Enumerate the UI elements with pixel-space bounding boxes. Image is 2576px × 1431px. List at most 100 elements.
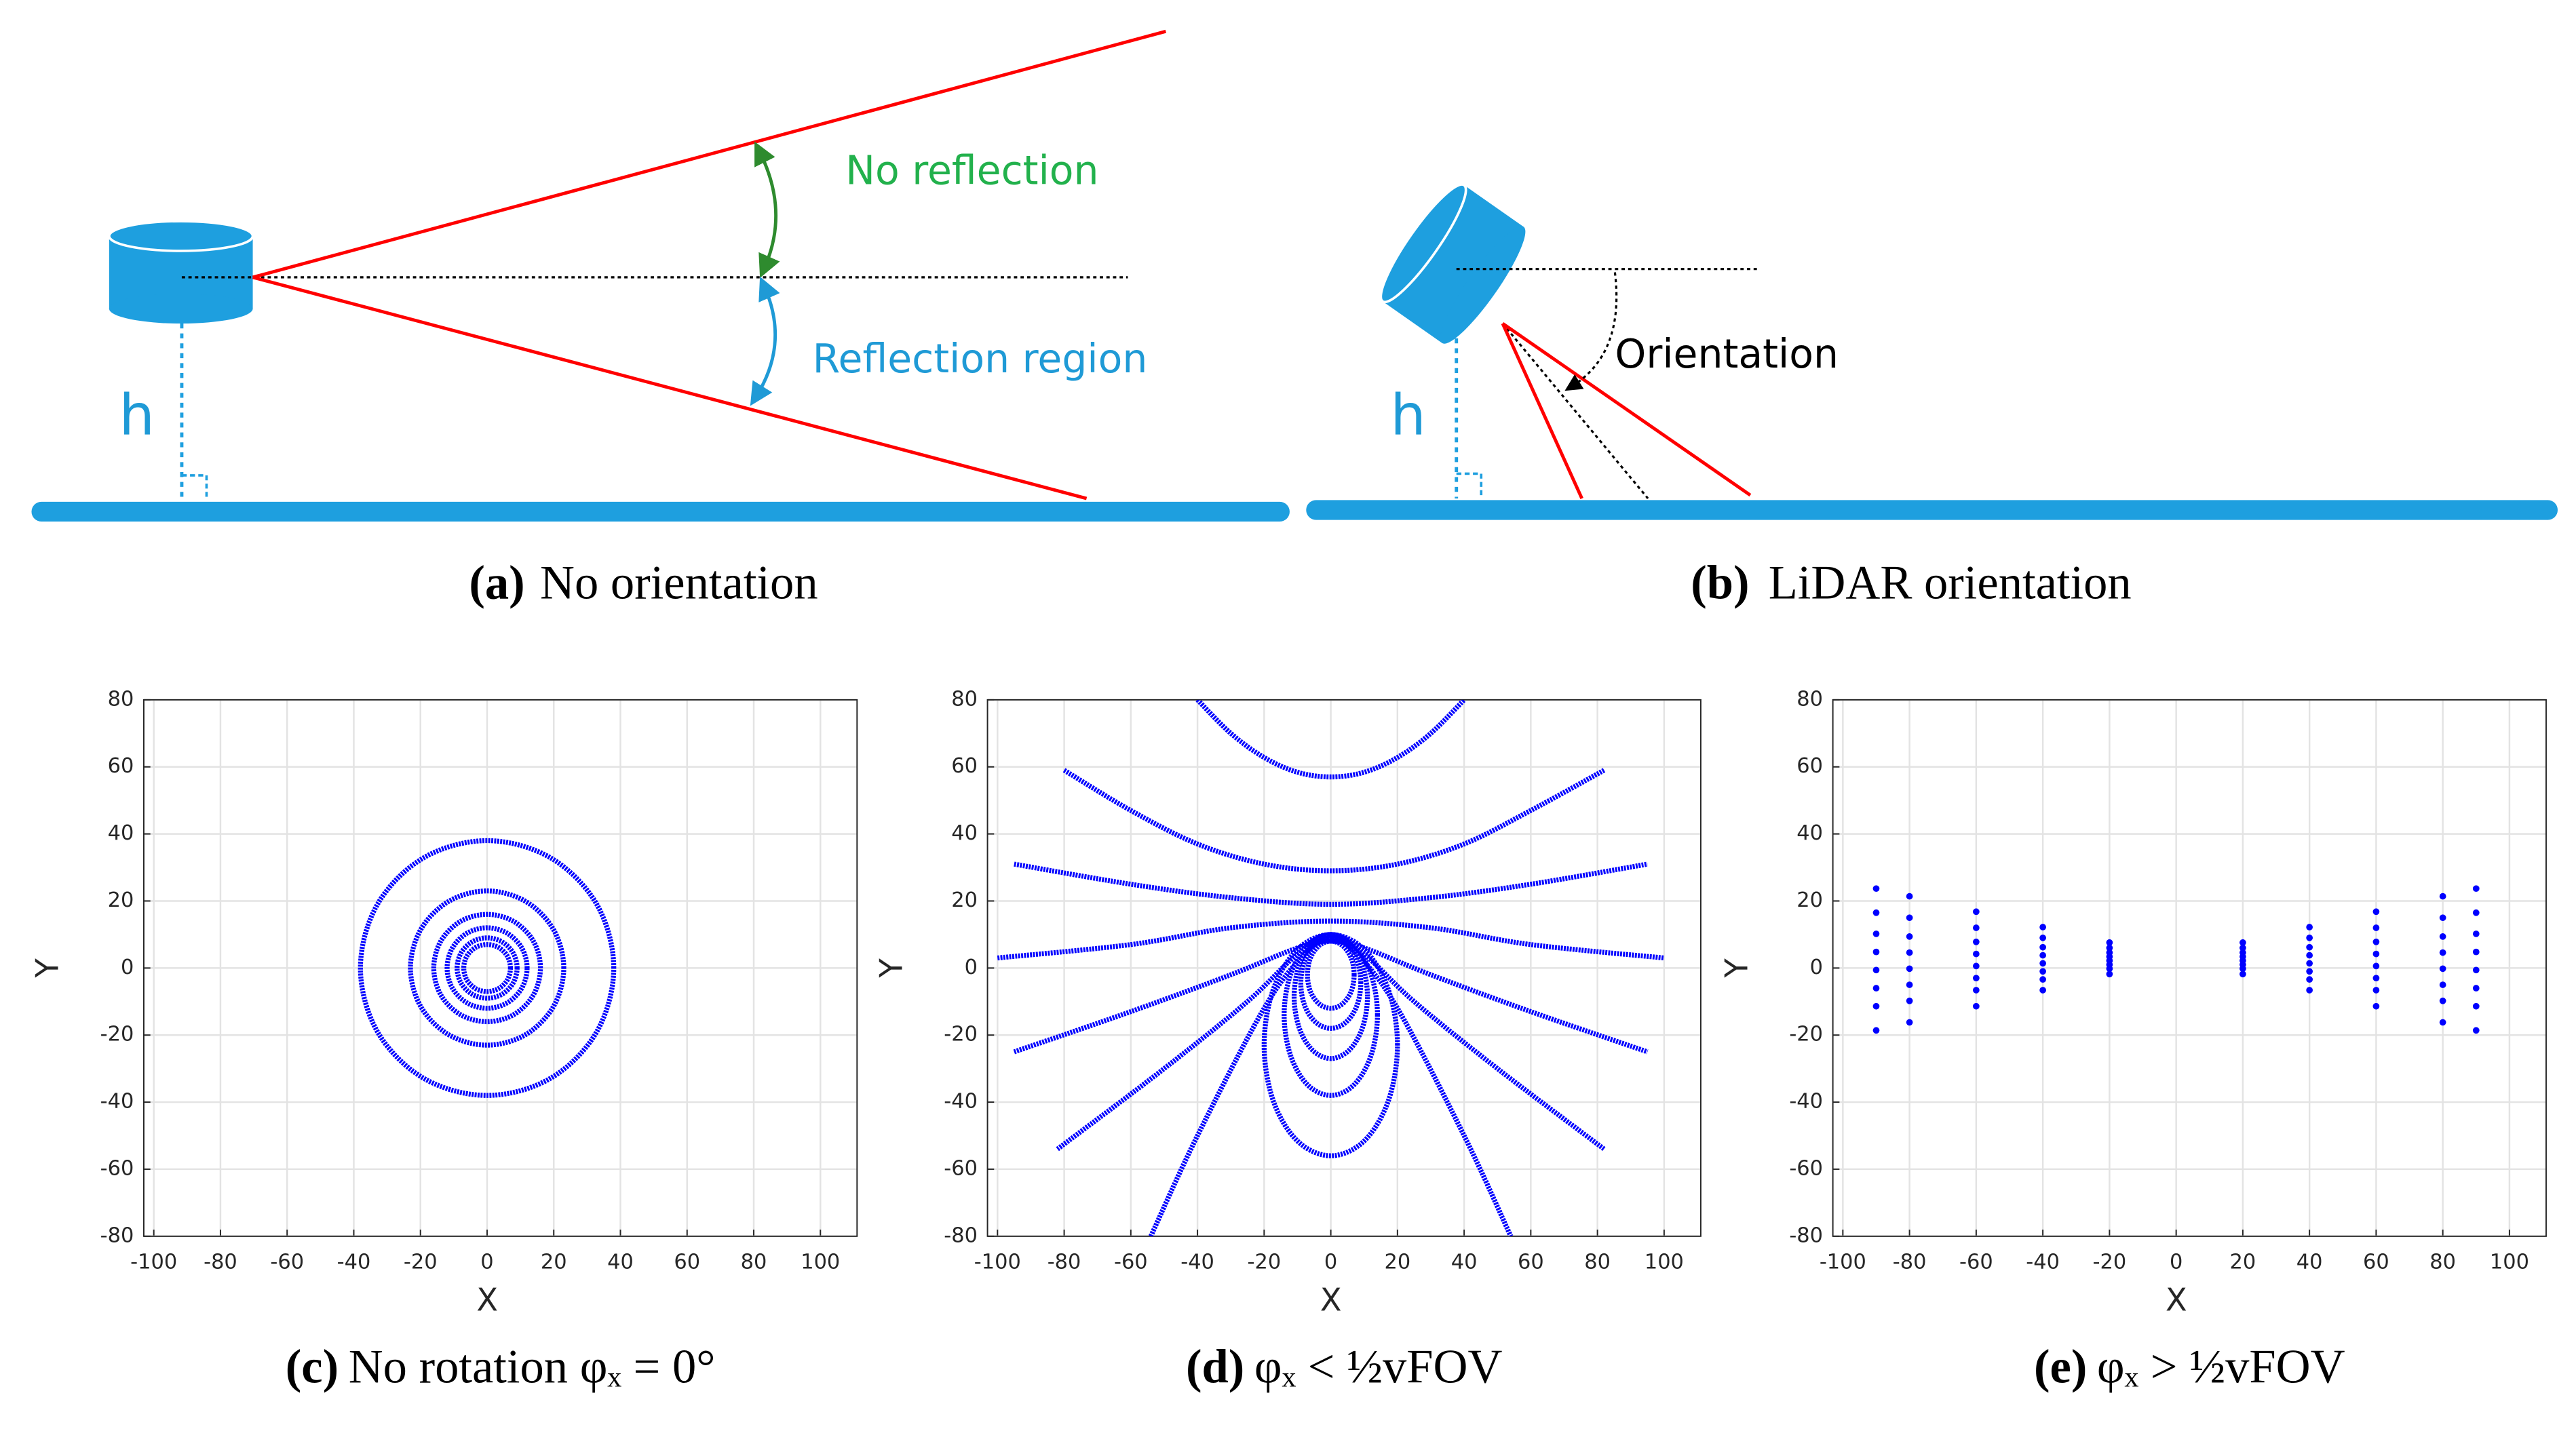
- y-tick-label: 0: [121, 956, 134, 979]
- point: [2239, 944, 2246, 952]
- point: [2372, 950, 2380, 958]
- y-tick-label: -40: [1789, 1090, 1823, 1114]
- x-tick-label: -80: [1893, 1250, 1927, 1274]
- x-tick-label: 60: [1518, 1250, 1544, 1274]
- plot: [1872, 885, 2480, 1034]
- x-tick-label: -20: [2093, 1250, 2127, 1274]
- caption: φₓ < ½vFOV: [1254, 1341, 1503, 1394]
- plot-frame: [142, 699, 858, 1237]
- point: [2239, 965, 2246, 973]
- point: [2372, 908, 2380, 916]
- point: [2239, 939, 2246, 946]
- point: [2306, 987, 2313, 994]
- beam-upper: [252, 29, 1167, 279]
- x-axis-label: X: [2166, 1282, 2187, 1318]
- point: [2439, 914, 2446, 922]
- y-tick-label: 0: [965, 956, 978, 979]
- point: [2039, 943, 2046, 951]
- point: [2039, 934, 2046, 941]
- point: [1872, 909, 1880, 916]
- chart: -100 -80 -60 -40 -20 0 20 40 60 80 100 -80 -60 -40 -20…: [872, 687, 1702, 1318]
- curve: [997, 918, 1665, 961]
- point: [2372, 1002, 2380, 1010]
- point: [2039, 952, 2046, 959]
- chart: -100 -80 -60 -40 -20 0 20 40 60 80 100 -80 -60 -40 -20…: [1718, 687, 2547, 1318]
- point: [2306, 960, 2313, 967]
- x-tick-label: 80: [2429, 1250, 2456, 1274]
- point: [2306, 934, 2313, 941]
- point: [2472, 985, 2480, 992]
- point: [2472, 948, 2480, 956]
- point: [2472, 885, 2480, 893]
- curve: [408, 888, 566, 1048]
- chart: -100 -80 -60 -40 -20 0 20 40 60 80 100 -80 -60 -40 -20…: [29, 687, 858, 1318]
- y-tick-label: 80: [108, 687, 134, 711]
- point: [1972, 987, 1980, 994]
- point: [2472, 1002, 2480, 1010]
- point: [1972, 1002, 1980, 1010]
- curve: [1291, 932, 1370, 1061]
- point: [2439, 1019, 2446, 1026]
- curve: [358, 838, 617, 1098]
- point: [1972, 975, 1980, 982]
- point: [1906, 893, 1913, 900]
- label: h: [119, 383, 154, 448]
- x-tick-label: 60: [2363, 1250, 2389, 1274]
- y-tick-label: -20: [100, 1023, 134, 1046]
- x-tick-label: 40: [1451, 1250, 1478, 1274]
- lidar: [108, 220, 254, 324]
- plot-frame: [1832, 699, 2547, 1237]
- x-tick-label: -60: [1114, 1250, 1148, 1274]
- x-tick-label: 40: [2296, 1250, 2323, 1274]
- label: Orientation: [1615, 331, 1839, 377]
- y-axis-label: Y: [29, 958, 66, 978]
- x-tick-label: 80: [741, 1250, 767, 1274]
- x-tick-label: -100: [974, 1250, 1021, 1274]
- point: [1872, 985, 1880, 992]
- caption-label: (c): [286, 1341, 339, 1394]
- point: [2039, 960, 2046, 967]
- y-tick-label: 20: [951, 888, 978, 912]
- point: [2106, 939, 2113, 946]
- x-tick-label: 100: [801, 1250, 840, 1274]
- point: [2039, 987, 2046, 994]
- point: [2439, 965, 2446, 973]
- point: [2039, 976, 2046, 983]
- x-tick-label: -100: [130, 1250, 177, 1274]
- caption: No rotation φₓ = 0°: [349, 1341, 716, 1394]
- y-tick-label: 60: [951, 754, 978, 778]
- y-tick-label: 20: [108, 888, 134, 912]
- point: [2439, 997, 2446, 1004]
- point: [2239, 971, 2246, 978]
- x-tick-label: 0: [1324, 1250, 1337, 1274]
- y-tick-label: 40: [1796, 821, 1823, 845]
- beam-lower: [252, 275, 1088, 501]
- point: [2106, 965, 2113, 973]
- caption-label: (e): [2034, 1341, 2087, 1394]
- curve: [431, 911, 543, 1025]
- diagram-a: No reflection Reflection region h: [31, 29, 1290, 522]
- point: [2372, 924, 2380, 931]
- y-tick-label: 80: [1796, 687, 1823, 711]
- point: [1872, 948, 1880, 956]
- point: [2472, 1027, 2480, 1034]
- x-axis-label: X: [476, 1282, 498, 1318]
- caption: LiDAR orientation: [1769, 557, 2132, 610]
- point: [2472, 909, 2480, 916]
- point: [1906, 1019, 1913, 1026]
- curve: [1195, 699, 1466, 780]
- point: [2439, 981, 2446, 988]
- arrow-no-reflection: [754, 141, 780, 278]
- point: [2306, 924, 2313, 930]
- y-axis-label: Y: [872, 958, 909, 978]
- beam-lower: [1501, 322, 1583, 499]
- point: [1972, 908, 1980, 916]
- x-tick-label: 60: [674, 1250, 700, 1274]
- point: [2372, 975, 2380, 982]
- point: [1972, 924, 1980, 931]
- label: Reflection region: [813, 336, 1148, 382]
- point: [2306, 952, 2313, 959]
- y-tick-label: 60: [108, 754, 134, 778]
- curve: [1298, 935, 1364, 1031]
- label: h: [1390, 383, 1425, 448]
